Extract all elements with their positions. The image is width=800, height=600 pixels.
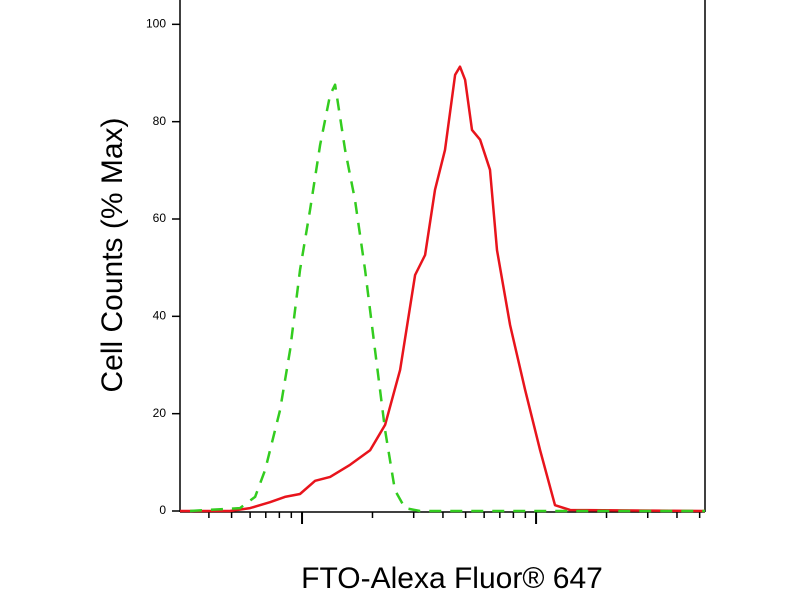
y-axis-title: Cell Counts (% Max) <box>96 117 129 392</box>
y-tick-label: 80 <box>153 114 167 128</box>
y-tick-label: 40 <box>153 309 167 323</box>
y-tick-label: 100 <box>146 17 166 31</box>
y-tick-label: 60 <box>153 211 167 225</box>
series-line <box>189 83 705 513</box>
y-tick-label: 20 <box>153 406 167 420</box>
y-tick-label: 0 <box>159 503 166 517</box>
series-line <box>180 65 706 513</box>
x-axis-title: FTO-Alexa Fluor® 647 <box>301 562 603 595</box>
